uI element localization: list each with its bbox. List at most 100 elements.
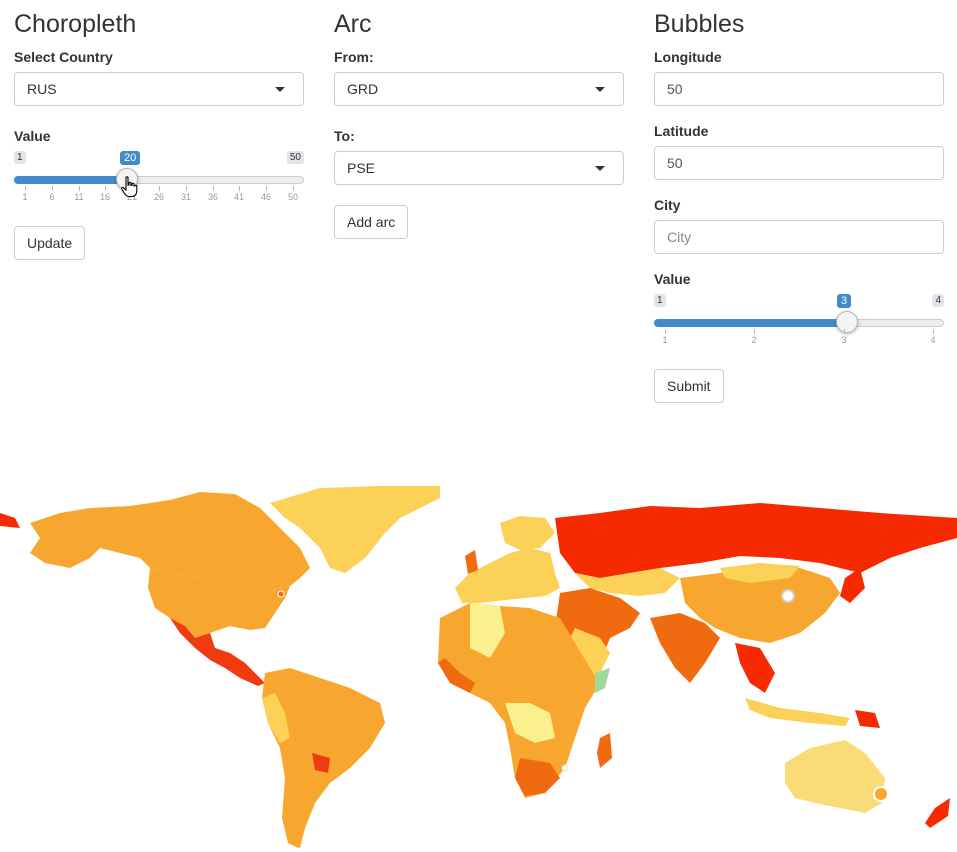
to-select-value: PSE	[347, 160, 376, 176]
slider-grid-label: 36	[207, 192, 218, 202]
slider-tick	[105, 186, 106, 191]
bubble-value-label: Value	[654, 271, 691, 287]
central-africa-region[interactable]	[505, 703, 555, 743]
slider-grid-label: 50	[287, 192, 298, 202]
slider-grid-label: 1	[662, 335, 668, 345]
slider-grid-label: 26	[153, 192, 164, 202]
slider-max: 50	[286, 151, 304, 164]
slider-tick	[25, 186, 26, 191]
slider-tick	[186, 186, 187, 191]
uk-region[interactable]	[465, 550, 478, 574]
to-select[interactable]: PSE	[334, 151, 624, 185]
russia-region[interactable]	[555, 503, 957, 578]
bubble-marker[interactable]	[781, 589, 795, 603]
india-region[interactable]	[650, 613, 720, 683]
from-select[interactable]: GRD	[334, 72, 624, 106]
add-arc-button[interactable]: Add arc	[334, 205, 409, 239]
russia-far-east-edge[interactable]	[0, 513, 20, 528]
west-africa-region[interactable]	[438, 658, 475, 693]
alaska-region[interactable]	[30, 538, 100, 568]
update-button[interactable]: Update	[14, 226, 86, 260]
caret-down-icon	[275, 87, 285, 92]
slider-tick	[159, 186, 160, 191]
caret-down-icon	[595, 87, 605, 92]
slider-grid-label: 16	[99, 192, 110, 202]
slider-grid-label: 31	[180, 192, 191, 202]
country-select-value: RUS	[27, 81, 57, 97]
scandinavia-region[interactable]	[500, 516, 555, 550]
slider-fill	[14, 176, 127, 184]
peru-region[interactable]	[262, 693, 290, 743]
kazakhstan-region[interactable]	[575, 568, 680, 596]
slider-tick	[933, 329, 934, 334]
slider-tick	[266, 186, 267, 191]
southern-africa-region[interactable]	[515, 758, 560, 796]
latitude-input[interactable]	[654, 146, 944, 180]
choropleth-title: Choropleth	[14, 10, 137, 38]
slider-tick	[239, 186, 240, 191]
slider-tick	[754, 329, 755, 334]
usa-region[interactable]	[148, 568, 290, 638]
value-slider[interactable]: 1 50 20 16111621263136414650	[14, 151, 304, 211]
hand-pointer-icon	[121, 176, 138, 198]
paraguay-region[interactable]	[312, 753, 330, 773]
slider-tick	[52, 186, 53, 191]
mongolia-region[interactable]	[720, 563, 800, 583]
longitude-label: Longitude	[654, 49, 722, 65]
bubble-marker[interactable]	[873, 786, 889, 802]
canada-region[interactable]	[30, 492, 310, 590]
bubble-marker[interactable]	[561, 764, 569, 772]
new-zealand-region[interactable]	[925, 798, 950, 828]
somalia-region[interactable]	[595, 668, 610, 693]
country-select[interactable]: RUS	[14, 72, 304, 106]
slider-value: 20	[120, 151, 141, 165]
latitude-label: Latitude	[654, 123, 709, 139]
bubbles-title: Bubbles	[654, 10, 745, 38]
bubble-value-slider[interactable]: 1 4 3 1 2 3 4	[654, 294, 944, 354]
to-label: To:	[334, 128, 355, 144]
slider-fill	[654, 319, 847, 327]
slider-tick	[293, 186, 294, 191]
southeast-asia-region[interactable]	[735, 643, 775, 693]
slider-grid-label: 11	[74, 192, 84, 202]
from-label: From:	[334, 49, 374, 65]
caret-down-icon	[595, 166, 605, 171]
china-region[interactable]	[680, 568, 840, 643]
argentina-region[interactable]	[285, 763, 320, 848]
from-select-value: GRD	[347, 81, 379, 97]
longitude-input[interactable]	[654, 72, 944, 106]
slider-handle[interactable]	[836, 311, 858, 333]
bubble-marker[interactable]	[277, 590, 285, 598]
madagascar-region[interactable]	[597, 733, 612, 768]
value-label: Value	[14, 128, 51, 144]
sahara-region[interactable]	[470, 603, 505, 658]
city-input[interactable]	[654, 220, 944, 254]
city-label: City	[654, 197, 681, 213]
slider-max: 4	[932, 294, 944, 307]
slider-grid-label: 4	[930, 335, 936, 345]
world-map[interactable]	[0, 478, 957, 852]
australia-region[interactable]	[785, 740, 885, 813]
arc-panel: Arc From: GRD To: PSE Add arc	[334, 0, 624, 239]
slider-grid-label: 46	[260, 192, 271, 202]
slider-min: 1	[14, 151, 26, 164]
submit-button[interactable]: Submit	[654, 369, 724, 403]
slider-tick	[213, 186, 214, 191]
slider-tick	[79, 186, 80, 191]
slider-tick	[844, 329, 845, 334]
slider-grid-label: 2	[751, 335, 757, 345]
bubbles-panel: Bubbles Longitude Latitude City Value 1 …	[654, 0, 944, 403]
png-region[interactable]	[855, 710, 880, 728]
japan-region[interactable]	[840, 568, 865, 603]
greenland-region[interactable]	[270, 486, 440, 573]
slider-grid-label: 6	[49, 192, 55, 202]
indonesia-region[interactable]	[745, 698, 850, 726]
arc-title: Arc	[334, 10, 372, 38]
slider-value: 3	[837, 294, 852, 308]
slider-grid-label: 41	[233, 192, 244, 202]
select-country-label: Select Country	[14, 49, 113, 65]
europe-region[interactable]	[455, 548, 560, 603]
mexico-region[interactable]	[170, 618, 265, 686]
slider-grid-label: 1	[22, 192, 28, 202]
slider-tick	[665, 329, 666, 334]
